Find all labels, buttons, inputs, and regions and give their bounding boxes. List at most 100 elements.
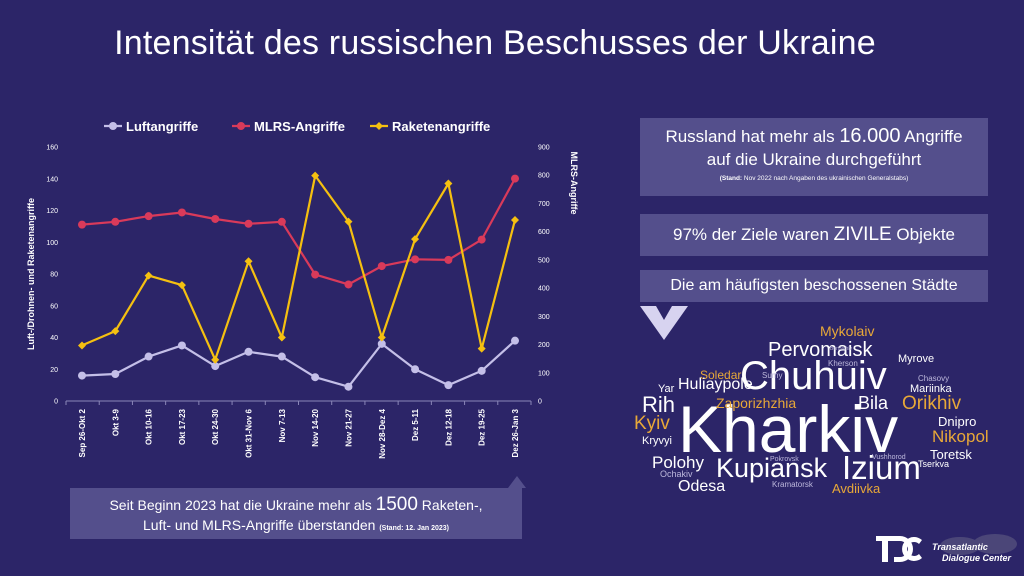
logo-mark-icon — [876, 536, 922, 562]
data-point — [511, 174, 519, 183]
callout-line-1: Seit Beginn 2023 hat die Ukraine mehr al… — [70, 494, 522, 516]
cloud-word-myrove: Myrove — [898, 353, 935, 365]
x-tick-label: Nov 21-27 — [344, 408, 353, 446]
x-tick-label: Dez 12-18 — [444, 408, 453, 445]
x-tick-label: Dez 5-11 — [411, 408, 420, 441]
source-label: (Stand: — [719, 175, 743, 182]
legend-marker — [375, 122, 383, 130]
legend-label: Raketenangriffe — [392, 119, 490, 134]
y2-tick-label: 900 — [538, 145, 550, 152]
y2-tick-label: 500 — [538, 257, 550, 264]
x-tick-label: Okt 24-30 — [211, 408, 220, 445]
data-point — [344, 382, 353, 391]
data-point — [177, 208, 186, 217]
data-point — [477, 344, 486, 353]
data-point — [311, 373, 320, 382]
x-tick-label: Dez 26-Jan 3 — [511, 408, 520, 457]
tdc-logo: Transatlantic Dialogue Center — [876, 534, 1017, 563]
cloud-word-polohy: Polohy — [652, 453, 704, 472]
cloud-word-bila: Bila — [858, 393, 889, 413]
cloud-word-dnipro: Dnipro — [938, 414, 977, 429]
data-point — [144, 352, 153, 361]
city-word-cloud: Kharkiv Chuhuiv Izium Kupiansk Pervomaisk Myk… — [620, 318, 1020, 508]
x-tick-label: Nov 7-13 — [278, 408, 287, 442]
x-tick-label: Okt 10-16 — [145, 408, 154, 445]
data-point — [344, 217, 353, 226]
stat-box-civilian: 97% der Ziele waren ZIVILE Objekte — [640, 214, 988, 256]
data-point — [477, 366, 486, 375]
stat-line-1: Russland hat mehr als 16.000 Angriffe — [640, 125, 988, 148]
stat-box-attacks: Russland hat mehr als 16.000 Angriffe au… — [640, 118, 988, 196]
data-point — [211, 214, 220, 223]
callout-number: 1500 — [375, 494, 418, 515]
cloud-word-mykolaiv: Mykolaiv — [820, 323, 875, 339]
stat-line-2: auf die Ukraine durchgeführt — [706, 150, 922, 169]
data-point — [144, 212, 153, 221]
data-point — [477, 235, 486, 244]
y2-axis-title: MLRS-Angriffe — [569, 152, 579, 215]
stat-box-cities-heading: Die am häufigsten beschossenen Städte — [640, 270, 988, 302]
data-point — [144, 271, 153, 280]
data-point — [111, 217, 120, 226]
cloud-word-ochakiv: Ochakiv — [660, 469, 693, 479]
callout-box-2023: Seit Beginn 2023 hat die Ukraine mehr al… — [70, 488, 522, 539]
legend-label: Luftangriffe — [126, 119, 198, 134]
data-point — [177, 281, 186, 290]
cloud-word-zaporizhzhia: Zaporizhzhia — [716, 395, 797, 411]
cloud-word-soledar: Soledar — [700, 368, 742, 382]
data-point — [277, 352, 286, 361]
cloud-word-yar: Yar — [658, 383, 675, 395]
y-tick-label: 160 — [46, 145, 58, 152]
series-line-mlrs-angriffe — [81, 178, 516, 286]
y2-tick-label: 700 — [538, 201, 550, 208]
cloud-word-huliaypole: Huliaypole — [678, 376, 753, 393]
world-map-icon — [940, 534, 1017, 555]
x-tick-label: Okt 17-23 — [178, 408, 187, 445]
data-point — [211, 355, 220, 364]
stat-text: Objekte — [891, 225, 956, 244]
cloud-word-kramatorsk: Kramatorsk — [772, 480, 813, 489]
stat-emphasis: ZIVILE — [833, 224, 892, 245]
data-point — [377, 262, 386, 271]
x-tick-label: Nov 28-Dez 4 — [378, 408, 387, 458]
data-point — [177, 341, 186, 350]
data-point — [244, 219, 253, 228]
y-tick-label: 40 — [50, 335, 58, 342]
x-tick-label: Dez 19-25 — [478, 408, 487, 445]
data-point — [511, 336, 519, 345]
callout-pointer — [508, 476, 526, 488]
data-point — [444, 381, 453, 390]
y-tick-label: 140 — [46, 176, 58, 183]
data-point — [244, 347, 253, 356]
callout-text: Luft- und MLRS-Angriffe überstanden — [143, 517, 380, 533]
data-point — [444, 255, 453, 264]
cloud-word-kupiansk: Kupiansk — [716, 453, 828, 483]
stat-source: (Stand: Nov 2022 nach Angaben des ukrain… — [640, 175, 988, 182]
x-tick-label: Nov 14-20 — [311, 408, 320, 446]
cloud-word-kyiv: Kyiv — [634, 413, 670, 434]
stat-number: 16.000 — [839, 125, 901, 147]
data-point — [78, 220, 86, 229]
data-point — [411, 255, 420, 264]
data-point — [78, 371, 86, 380]
cloud-word-rih: Rih — [642, 392, 676, 417]
chevron-down-icon — [640, 306, 688, 340]
data-point — [344, 280, 353, 289]
y2-tick-label: 100 — [538, 370, 550, 377]
data-point — [277, 333, 286, 342]
data-point — [111, 370, 120, 379]
data-point — [311, 171, 320, 180]
legend-label: MLRS-Angriffe — [254, 119, 345, 134]
logo-text-2: Dialogue Center — [942, 553, 1012, 563]
stat-text: Angriffe — [900, 127, 963, 146]
x-tick-label: Sep 26-Okt 2 — [78, 408, 87, 457]
cloud-word-sumy: Sumy — [762, 371, 783, 380]
cloud-word-toretsk: Toretsk — [930, 447, 972, 462]
cloud-word-berdychiv: Berdychiv — [830, 346, 852, 352]
y2-tick-label: 0 — [538, 399, 542, 406]
y-tick-label: 20 — [50, 367, 58, 374]
y2-tick-label: 300 — [538, 314, 550, 321]
data-point — [311, 270, 320, 279]
cloud-word-avdiivka: Avdiivka — [832, 481, 881, 496]
data-point — [211, 362, 220, 371]
